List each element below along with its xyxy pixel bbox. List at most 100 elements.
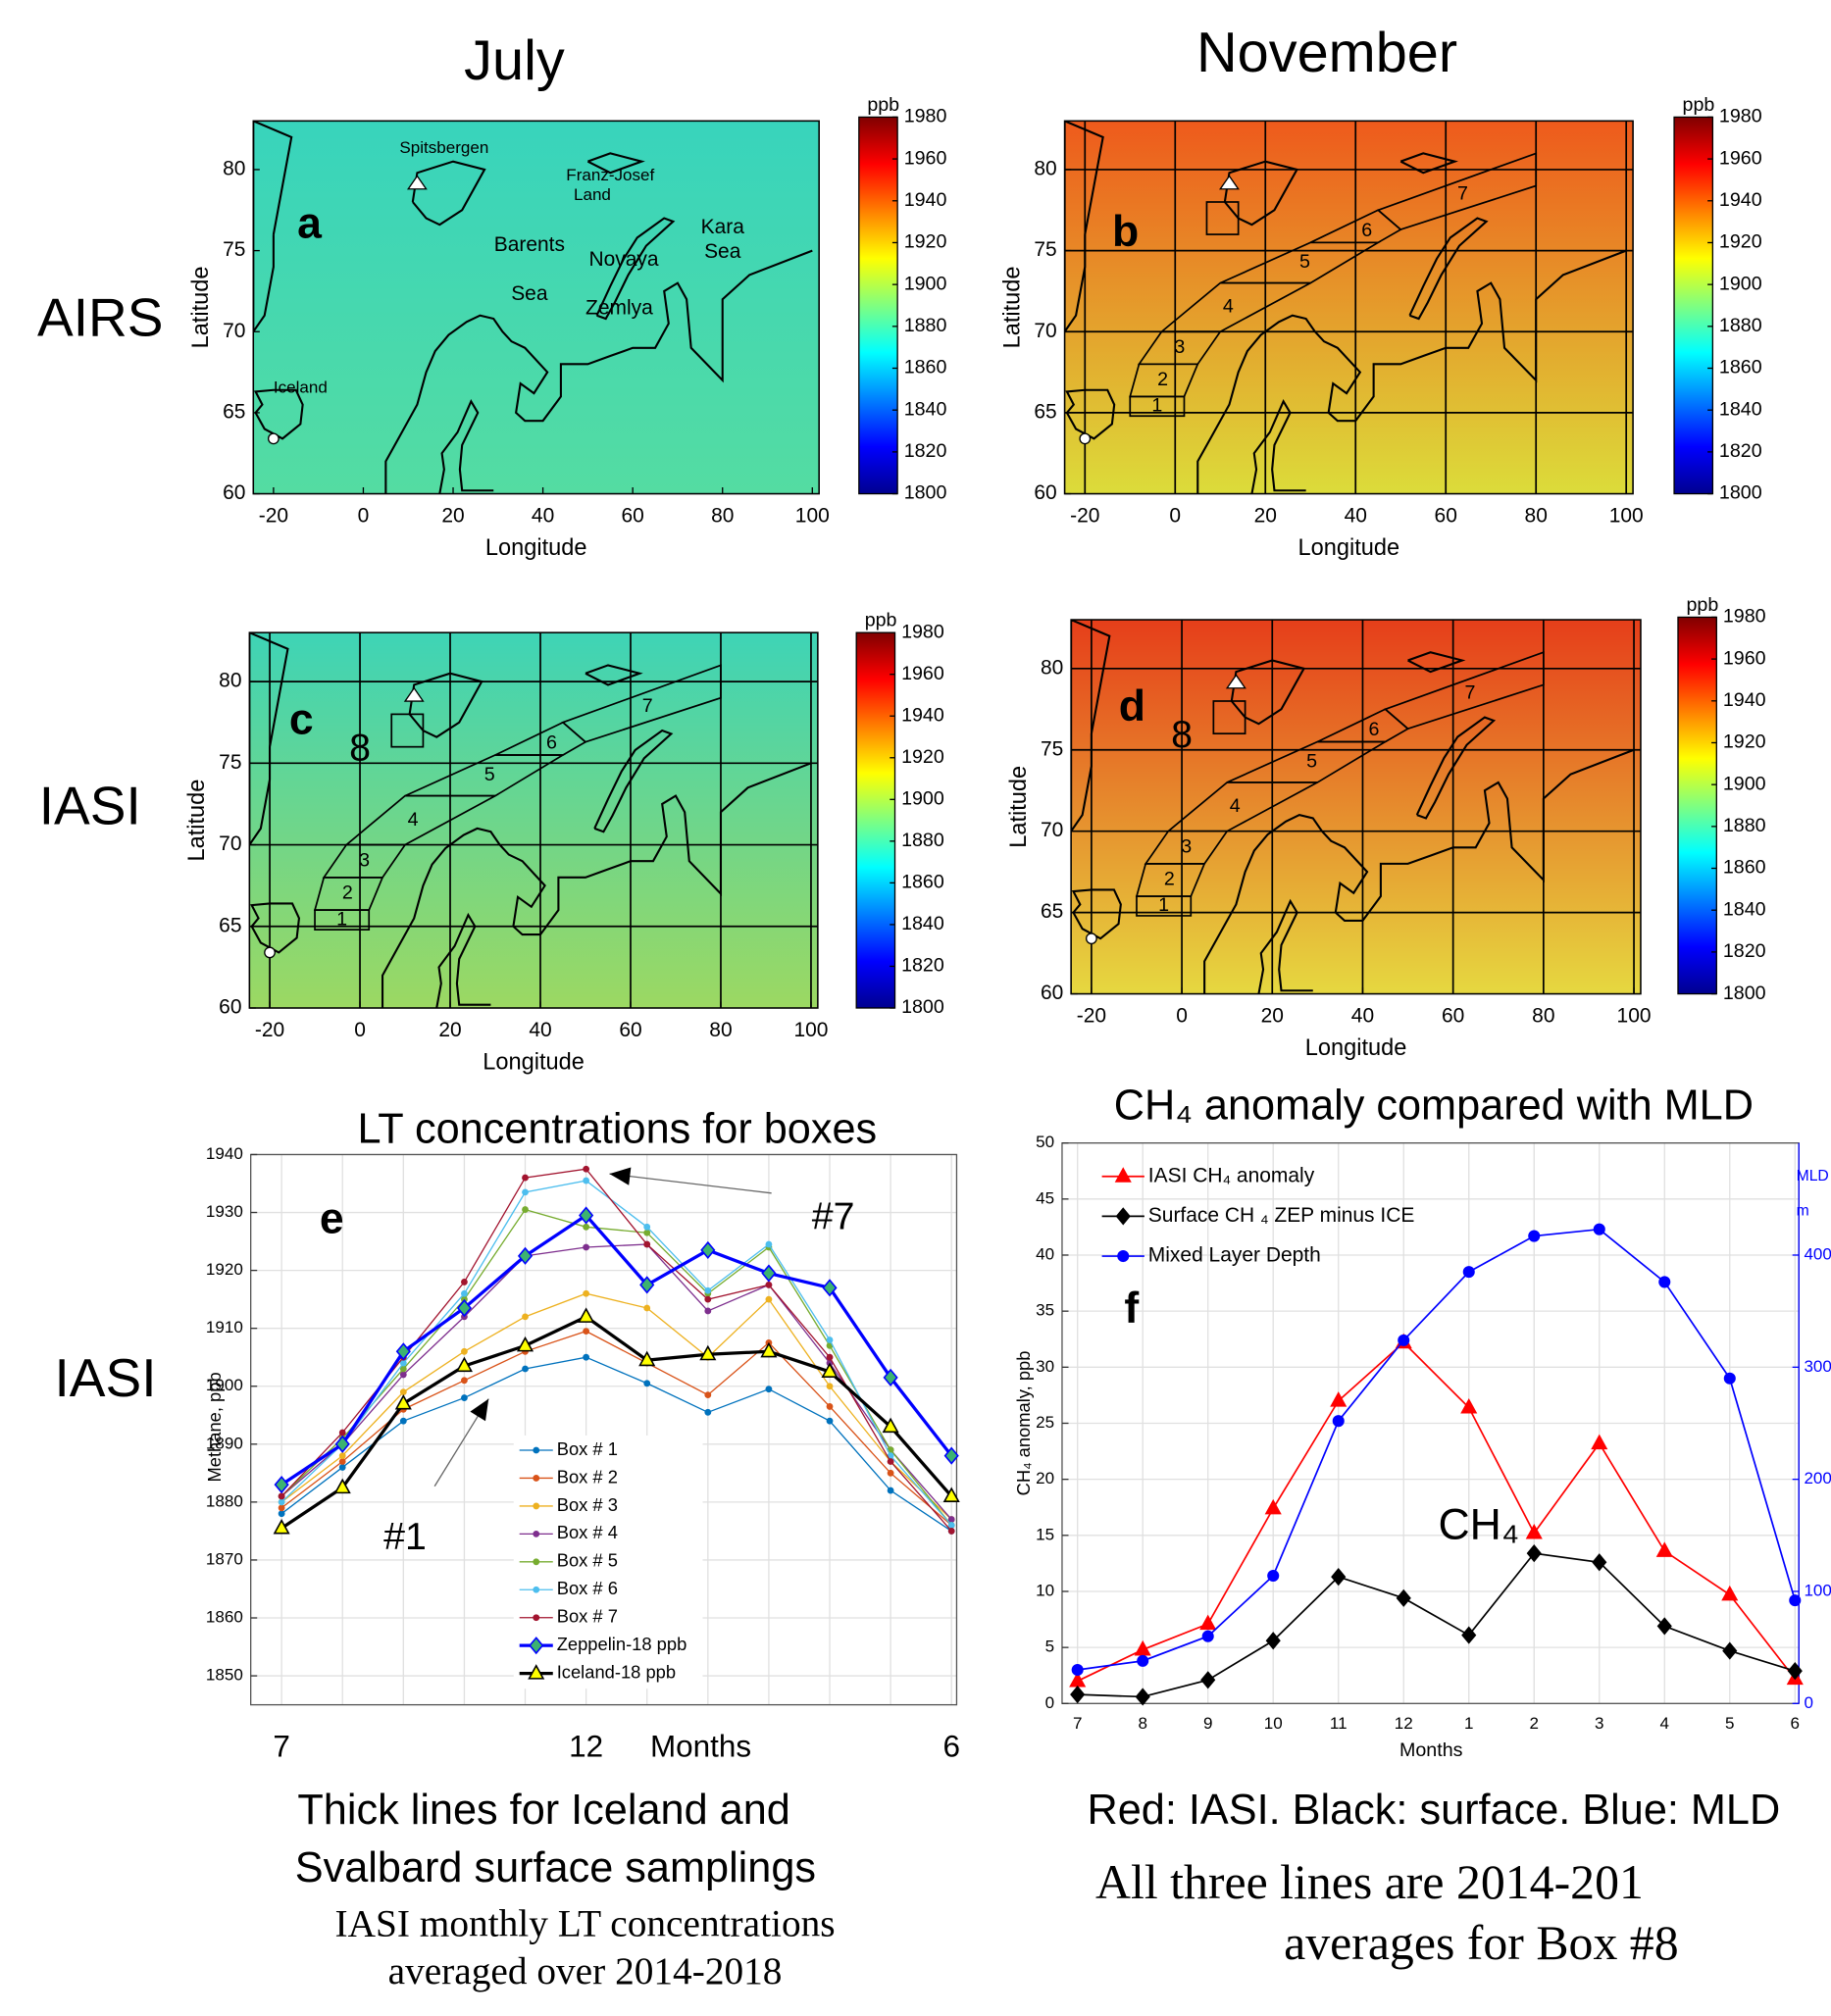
colorbar-tick-label: 1820 bbox=[904, 440, 947, 462]
x-tick-label: 12 bbox=[569, 1730, 603, 1764]
y2-axis-label: MLD bbox=[1797, 1168, 1829, 1184]
marker bbox=[1264, 1498, 1282, 1515]
place-label: Novaya bbox=[588, 248, 658, 271]
x-tick-label: 40 bbox=[1351, 1005, 1374, 1028]
row-label: AIRS bbox=[37, 286, 163, 347]
x-tick-label: 4 bbox=[1660, 1714, 1669, 1733]
coastlines bbox=[1071, 620, 1635, 994]
y-tick-label: 35 bbox=[1036, 1301, 1054, 1320]
box-label: 6 bbox=[1369, 719, 1380, 740]
y-tick-label: 70 bbox=[219, 832, 241, 855]
box-label: 1 bbox=[1158, 894, 1169, 916]
series-line bbox=[280, 1314, 953, 1530]
marker bbox=[1787, 1662, 1803, 1681]
colorbar-tick-label: 1900 bbox=[1723, 773, 1766, 794]
x-tick-label: 6 bbox=[942, 1730, 960, 1764]
x-tick-label: 8 bbox=[1138, 1714, 1146, 1733]
series-line bbox=[1077, 1228, 1797, 1671]
station-marker bbox=[1085, 932, 1097, 945]
colorbar-tick-label: 1880 bbox=[1723, 815, 1766, 836]
colorbar-tick-label: 1980 bbox=[901, 621, 944, 642]
legend-marker bbox=[533, 1502, 540, 1510]
marker bbox=[274, 1476, 289, 1494]
x-tick-label: 1 bbox=[1464, 1714, 1473, 1733]
marker bbox=[826, 1336, 834, 1343]
colorbar-tick-label: 1840 bbox=[1719, 398, 1762, 420]
marker bbox=[1331, 1568, 1347, 1587]
marker bbox=[399, 1417, 407, 1425]
box-label: 3 bbox=[359, 849, 370, 871]
marker bbox=[704, 1408, 712, 1416]
coastline bbox=[1071, 620, 1111, 833]
marker bbox=[1265, 1632, 1281, 1650]
marker bbox=[1137, 1654, 1149, 1667]
colorbar-tick-label: 1960 bbox=[901, 663, 944, 684]
arrow-head bbox=[470, 1398, 489, 1422]
y-tick-label: 65 bbox=[223, 400, 245, 423]
station-marker bbox=[1079, 432, 1092, 445]
coastline bbox=[595, 217, 676, 321]
colorbar-tick-label: 1940 bbox=[1719, 189, 1762, 211]
colorbar bbox=[1673, 116, 1714, 495]
station-marker bbox=[406, 175, 428, 190]
x-tick-label: 60 bbox=[619, 1019, 641, 1041]
marker bbox=[638, 1350, 656, 1367]
series-line bbox=[280, 1208, 952, 1526]
box-8-outline bbox=[390, 713, 425, 748]
legend-label: Box # 2 bbox=[557, 1466, 618, 1487]
marker bbox=[522, 1188, 529, 1196]
box-label: 7 bbox=[1464, 682, 1475, 704]
x-tick-label: 40 bbox=[532, 505, 554, 528]
coastline bbox=[1257, 898, 1313, 994]
y-axis-label: Latitude bbox=[1005, 766, 1031, 848]
x-tick-label: 12 bbox=[1395, 1714, 1413, 1733]
marker bbox=[461, 1347, 468, 1355]
marker bbox=[700, 1240, 716, 1260]
marker bbox=[887, 1469, 894, 1477]
marker bbox=[887, 1458, 894, 1465]
colorbar-tick-label: 1980 bbox=[1719, 106, 1762, 127]
y-tick-label: 45 bbox=[1036, 1188, 1054, 1207]
y-tick-label: 75 bbox=[1034, 238, 1056, 261]
caption: IASI monthly LT concentrations bbox=[334, 1901, 835, 1944]
y-axis-label: CH₄ anomaly, ppb bbox=[1013, 1351, 1034, 1496]
legend-label: Mixed Layer Depth bbox=[1148, 1244, 1321, 1267]
marker bbox=[338, 1464, 346, 1471]
colorbar bbox=[855, 631, 896, 1009]
box-outline bbox=[1383, 651, 1545, 731]
x-tick-label: 0 bbox=[354, 1019, 366, 1041]
station-marker bbox=[267, 432, 280, 445]
y-tick-label: 80 bbox=[219, 670, 241, 692]
coastline bbox=[411, 160, 486, 227]
marker bbox=[399, 1388, 407, 1396]
box-label: 4 bbox=[1230, 795, 1241, 817]
colorbar-tick-label: 1900 bbox=[901, 787, 944, 809]
x-axis-label: Longitude bbox=[485, 534, 587, 560]
panel-letter: a bbox=[297, 200, 323, 248]
marker bbox=[1462, 1266, 1475, 1279]
y2-tick-label: 400 bbox=[1804, 1244, 1831, 1263]
arrow bbox=[609, 1173, 772, 1194]
marker bbox=[338, 1458, 346, 1465]
y-tick-label: 30 bbox=[1036, 1357, 1054, 1376]
marker bbox=[1525, 1524, 1543, 1539]
place-label: Sea bbox=[704, 240, 741, 263]
y-tick-label: 20 bbox=[1036, 1469, 1054, 1487]
caption: All three lines are 2014-201 bbox=[1095, 1855, 1644, 1909]
y-tick-label: 70 bbox=[1041, 819, 1063, 841]
marker bbox=[583, 1353, 590, 1361]
legend-marker bbox=[1117, 1250, 1130, 1263]
marker bbox=[826, 1417, 834, 1425]
x-tick-label: 40 bbox=[1345, 505, 1367, 528]
y-axis-label: Latitude bbox=[998, 266, 1024, 348]
x-tick-label: 7 bbox=[1073, 1714, 1082, 1733]
box-label: 4 bbox=[1223, 296, 1234, 318]
marker bbox=[643, 1240, 651, 1248]
coastline bbox=[384, 249, 813, 494]
marker bbox=[399, 1359, 407, 1367]
marker bbox=[765, 1386, 773, 1393]
marker bbox=[1396, 1588, 1411, 1607]
colorbar-tick-label: 1840 bbox=[1723, 898, 1766, 920]
box-8-label: 8 bbox=[349, 726, 371, 769]
